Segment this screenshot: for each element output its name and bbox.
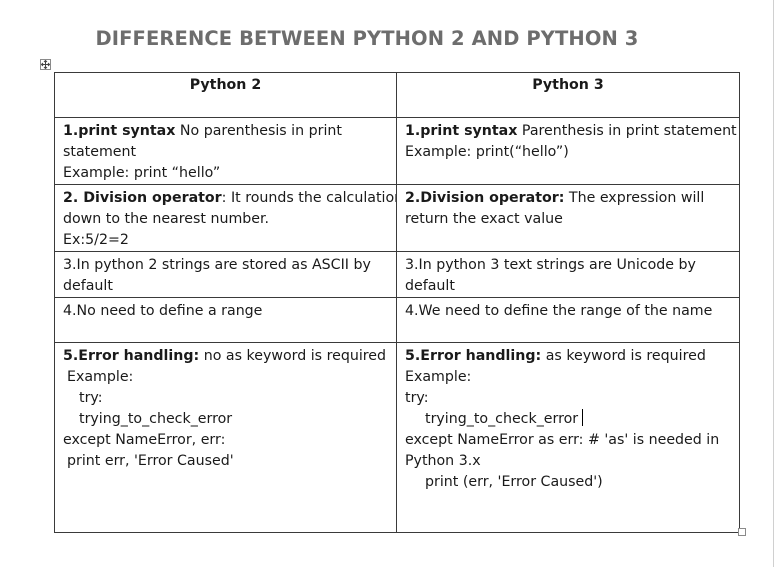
cell-line: 3.In python 2 strings are stored as ASCI… (63, 257, 371, 273)
resize-square-icon[interactable] (738, 528, 746, 536)
header-python2[interactable]: Python 2 (54, 72, 397, 118)
move-arrows-glyph (40, 59, 51, 70)
cell-py3-strings[interactable]: 3.In python 3 text strings are Unicode b… (396, 251, 740, 298)
code-line: except NameError as err: # 'as' is neede… (405, 432, 720, 448)
table-row: 1.print syntax No parenthesis in print s… (54, 117, 740, 185)
code-line: print (err, 'Error Caused') (425, 474, 603, 490)
cell-text: No parenthesis in print (175, 123, 342, 139)
cell-line: Example: print(“hello”) (405, 144, 569, 160)
cell-py2-print[interactable]: 1.print syntax No parenthesis in print s… (54, 117, 397, 185)
cell-line: 5.Error handling: as keyword is required (405, 346, 731, 367)
cell-line: return the exact value (405, 211, 563, 227)
cell-text: as keyword is required (541, 348, 706, 364)
header-row: Python 2 Python 3 (54, 72, 740, 118)
cell-line: 2. Division operator: It rounds the calc… (63, 188, 396, 209)
cell-line: 2.Division operator: The expression will (405, 188, 731, 209)
cell-py2-strings[interactable]: 3.In python 2 strings are stored as ASCI… (54, 251, 397, 298)
code-line: print err, 'Error Caused' (67, 453, 234, 469)
code-line: trying_to_check_error (405, 409, 731, 430)
comparison-table[interactable]: Python 2 Python 3 1.print syntax No pare… (54, 72, 740, 533)
cell-py3-range[interactable]: 4.We need to define the range of the nam… (396, 297, 740, 343)
cell-line: 3.In python 3 text strings are Unicode b… (405, 257, 696, 273)
cell-line: Example: print “hello” (63, 165, 221, 181)
cell-bold-label: 5.Error handling: (405, 348, 542, 364)
code-line: Python 3.x (405, 453, 481, 469)
code-line: except NameError, err: (63, 432, 226, 448)
table-row: 4.No need to define a range 4.We need to… (54, 297, 740, 343)
cell-bold-label: 2.Division operator: (405, 190, 565, 206)
cell-py3-print[interactable]: 1.print syntax Parenthesis in print stat… (396, 117, 740, 185)
cell-text: The expression will (564, 190, 705, 206)
cell-line: Ex:5/2=2 (63, 232, 129, 248)
page-edge (773, 0, 774, 567)
cell-text: no as keyword is required (199, 348, 387, 364)
text-cursor (582, 409, 584, 426)
table-row: 5.Error handling: no as keyword is requi… (54, 342, 740, 533)
code-text: trying_to_check_error (425, 411, 579, 427)
table-row: 2. Division operator: It rounds the calc… (54, 184, 740, 252)
code-line: Example: (67, 369, 134, 385)
cell-text: Parenthesis in print statement (517, 123, 737, 139)
table-row: 3.In python 2 strings are stored as ASCI… (54, 251, 740, 298)
code-line: try: (405, 390, 429, 406)
cell-bold-label: 1.print syntax (63, 123, 176, 139)
header-python3[interactable]: Python 3 (396, 72, 740, 118)
cell-bold-label: 1.print syntax (405, 123, 518, 139)
cell-py2-division[interactable]: 2. Division operator: It rounds the calc… (54, 184, 397, 252)
cell-line: 4.No need to define a range (63, 303, 263, 319)
move-arrows-icon[interactable] (40, 59, 51, 70)
cell-line: 1.print syntax No parenthesis in print (63, 121, 388, 142)
cell-line: 1.print syntax Parenthesis in print stat… (405, 121, 737, 142)
cell-line: default (405, 278, 455, 294)
code-line: Example: (405, 369, 472, 385)
cell-line: statement (63, 144, 137, 160)
cell-line: default (63, 278, 113, 294)
code-line: try: (79, 390, 103, 406)
cell-py2-error-handling[interactable]: 5.Error handling: no as keyword is requi… (54, 342, 397, 533)
code-line: trying_to_check_error (79, 411, 233, 427)
cell-line: 4.We need to define the range of the nam… (405, 303, 713, 319)
cell-py3-division[interactable]: 2.Division operator: The expression will… (396, 184, 740, 252)
cell-py2-range[interactable]: 4.No need to define a range (54, 297, 397, 343)
page-title: DIFFERENCE BETWEEN PYTHON 2 AND PYTHON 3 (95, 27, 639, 50)
cell-bold-label: 2. Division operator (63, 190, 222, 206)
cell-text: : It rounds the calculation (221, 190, 397, 206)
cell-line: 5.Error handling: no as keyword is requi… (63, 346, 388, 367)
cell-bold-label: 5.Error handling: (63, 348, 200, 364)
cell-py3-error-handling[interactable]: 5.Error handling: as keyword is required… (396, 342, 740, 533)
cell-line: down to the nearest number. (63, 211, 270, 227)
